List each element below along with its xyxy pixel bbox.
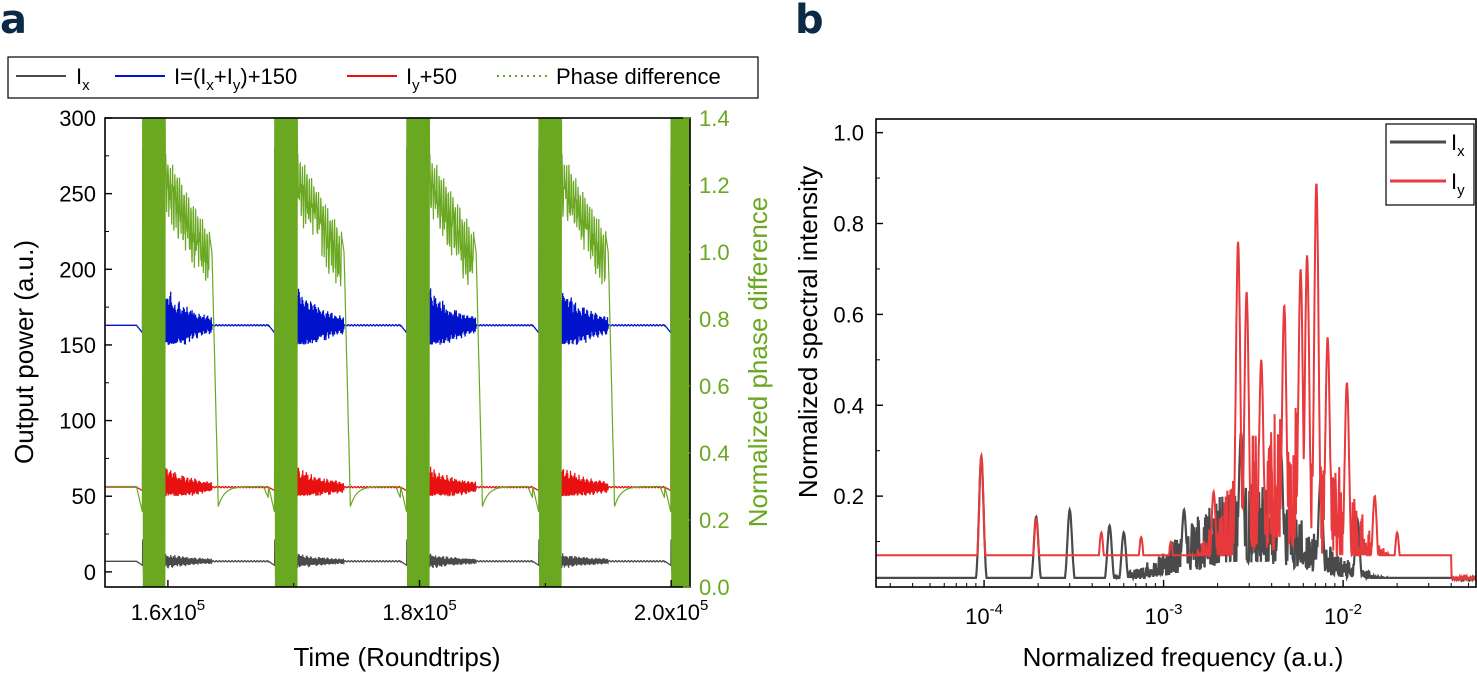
x-axis-label-b: Normalized frequency (a.u.) [1023,642,1344,672]
y-tick-label-a-5: 250 [59,182,96,207]
chart-a: Ix I=(Ix+Iy)+150 Iy+50 Phase difference … [7,56,773,672]
x-tick-label-a-0: 1.6x105 [131,597,205,625]
series-a-0 [105,539,690,573]
legend-a-frame [7,56,759,99]
series-b-1 [876,183,1476,584]
legend-b-label-1: Iy [1451,169,1465,199]
axes-b: 0.2 0.4 0.6 0.8 1.0 10-4 10-3 10-2 [833,121,1470,629]
legend-a-label-3: Phase difference [556,64,721,89]
panel-letter-b: b [795,0,824,43]
y-tick-label-a-1: 50 [72,484,96,509]
x-tick-label-b-1: 10-3 [1145,601,1183,629]
x-tick-label-a-2: 2.0x105 [634,597,708,625]
legend-a-label-0: Ix [76,64,90,94]
legend-b: Ix Iy [1385,123,1475,206]
y-tick-label-b-0: 0.2 [833,484,864,509]
axes-a: 0 50 100 150 200 250 300 0.0 0.2 0.4 0.6 0.8 1.0 1.2 1… [59,106,729,625]
series-a-3 [105,118,690,587]
y-axis-right-label-a: Normalized phase difference [743,197,773,527]
plot-frame-a [104,117,691,588]
y-tick-label-b-1: 0.4 [833,393,864,418]
y-tick-label-a-2: 100 [59,409,96,434]
series-b-0 [876,432,1476,583]
legend-b-label-0: Ix [1451,130,1465,160]
plot-frame-b [875,118,1477,588]
y-right-tick-label-a-1: 0.2 [699,508,730,533]
legend-b-frame [1385,123,1475,206]
y-right-tick-label-a-5: 1.0 [699,240,730,265]
y-tick-label-a-0: 0 [84,560,96,585]
x-tick-label-b-2: 10-2 [1324,601,1362,629]
series-a-2 [105,389,690,498]
panel-letter-a: a [0,0,27,43]
y-right-tick-label-a-2: 0.4 [699,441,730,466]
plot-area-a [105,118,690,587]
y-tick-label-a-6: 300 [59,106,96,131]
y-right-tick-label-a-4: 0.8 [699,307,730,332]
y-tick-label-b-2: 0.6 [833,302,864,327]
y-axis-label-b: Normalized spectral intensity [793,166,823,498]
y-tick-label-a-3: 150 [59,333,96,358]
y-tick-label-b-3: 0.8 [833,212,864,237]
x-axis-label-a: Time (Roundtrips) [293,642,500,672]
series-a-1 [105,147,690,346]
x-tick-label-a-1: 1.8x105 [382,597,456,625]
chart-b: 0.2 0.4 0.6 0.8 1.0 10-4 10-3 10-2 Ix Iy Normal… [793,118,1477,672]
plot-area-b [876,183,1476,584]
y-right-tick-label-a-3: 0.6 [699,374,730,399]
y-right-tick-label-a-0: 0.0 [699,575,730,600]
legend-a-label-2: Iy+50 [406,64,457,94]
legend-a-label-1: I=(Ix+Iy)+150 [174,64,297,94]
legend-a: Ix I=(Ix+Iy)+150 Iy+50 Phase difference [7,56,759,99]
y-axis-label-a: Output power (a.u.) [9,240,39,464]
y-right-tick-label-a-6: 1.2 [699,173,730,198]
x-tick-label-b-0: 10-4 [965,601,1003,629]
y-tick-label-a-4: 200 [59,257,96,282]
y-right-tick-label-a-7: 1.4 [699,106,730,131]
y-tick-label-b-4: 1.0 [833,121,864,146]
